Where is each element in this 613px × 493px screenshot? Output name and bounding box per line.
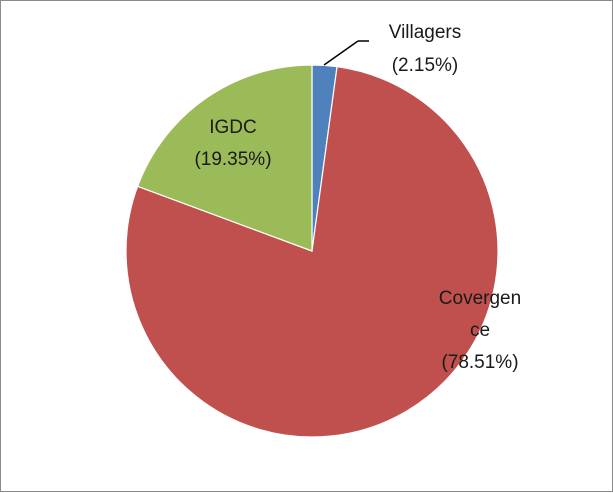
label-igdc-percent: (19.35%) [194,149,271,170]
label-villagers-name: Villagers [389,22,462,43]
pie-slices [125,64,499,438]
label-covergence-percent: (78.51%) [441,352,518,373]
label-covergence-line1: Covergen [439,288,521,309]
label-villagers-percent: (2.15%) [392,55,459,76]
label-igdc-name: IGDC [209,117,257,138]
leader-line-villagers [323,40,359,66]
pie-slice-igdc [136,64,313,252]
pie-slice-covergence [125,66,499,438]
label-covergence-line2: ce [470,320,490,341]
